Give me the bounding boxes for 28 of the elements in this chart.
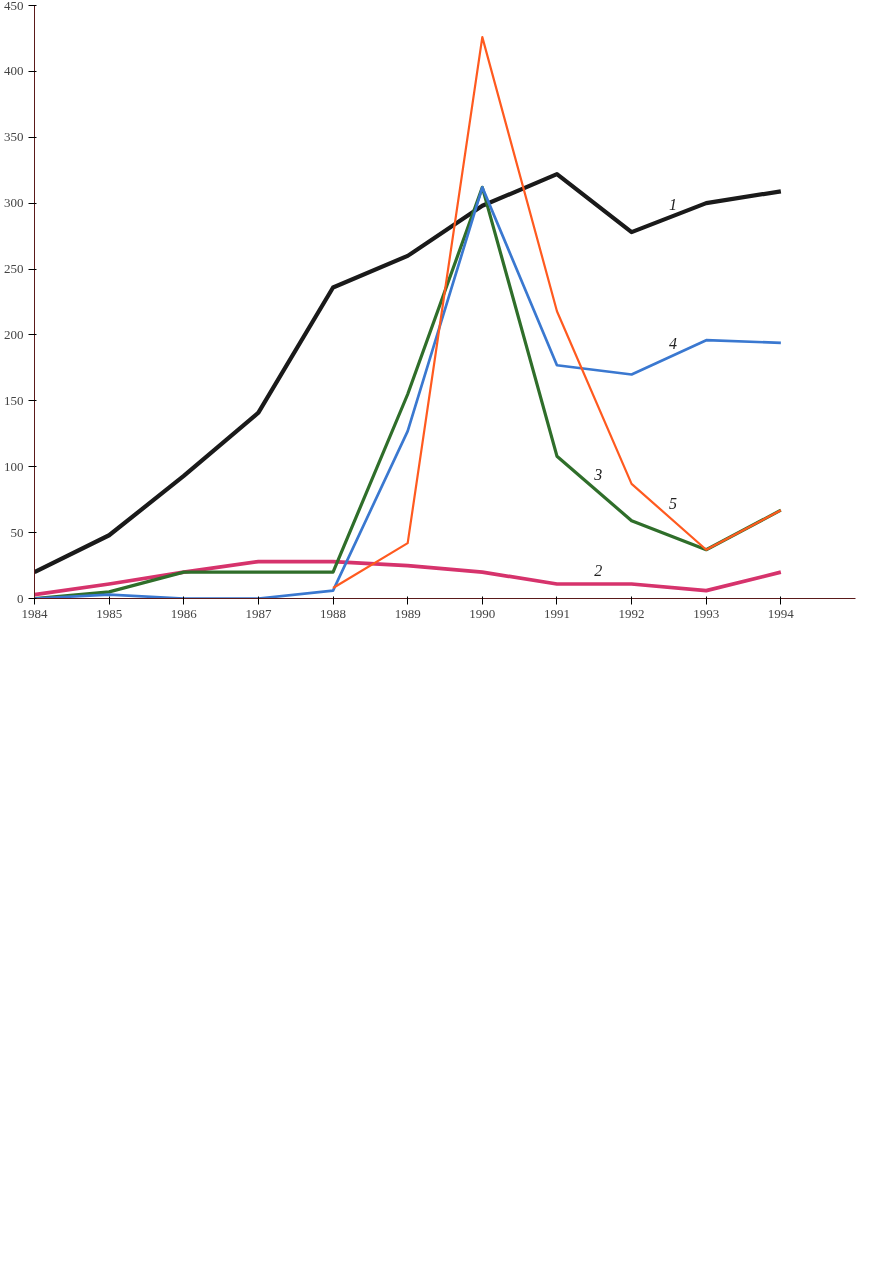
x-tick-label: 1987 xyxy=(245,605,272,621)
y-tick-label: 100 xyxy=(4,458,24,474)
x-tick-label: 1989 xyxy=(394,605,421,621)
x-tick-label: 1992 xyxy=(618,605,645,621)
x-tick-label: 1988 xyxy=(320,605,347,621)
line-series xyxy=(34,559,783,597)
series-label: 1 xyxy=(668,195,677,213)
x-tick-label: 1994 xyxy=(767,605,795,621)
y-tick-label: 200 xyxy=(4,326,24,342)
x-tick-label: 1991 xyxy=(543,605,570,621)
x-tick-label: 1993 xyxy=(693,605,720,621)
y-tick-label: 150 xyxy=(4,392,24,408)
x-tick-label: 1984 xyxy=(21,605,48,621)
y-tick-label: 350 xyxy=(4,129,24,145)
series-label: 2 xyxy=(594,562,603,579)
y-tick-label: 250 xyxy=(4,261,24,277)
series-label: 5 xyxy=(668,494,677,512)
y-tick-label: 50 xyxy=(10,524,24,540)
y-tick-label: 450 xyxy=(4,0,24,13)
line-series xyxy=(331,36,782,590)
series-label: 4 xyxy=(668,335,677,353)
series-label: 3 xyxy=(593,466,603,484)
x-tick-label: 1985 xyxy=(96,605,123,621)
y-tick-label: 400 xyxy=(4,63,24,79)
y-tick-label: 0 xyxy=(17,590,24,606)
x-tick-label: 1986 xyxy=(170,605,198,621)
y-tick-label: 300 xyxy=(4,195,24,211)
x-tick-label: 1990 xyxy=(469,605,496,621)
